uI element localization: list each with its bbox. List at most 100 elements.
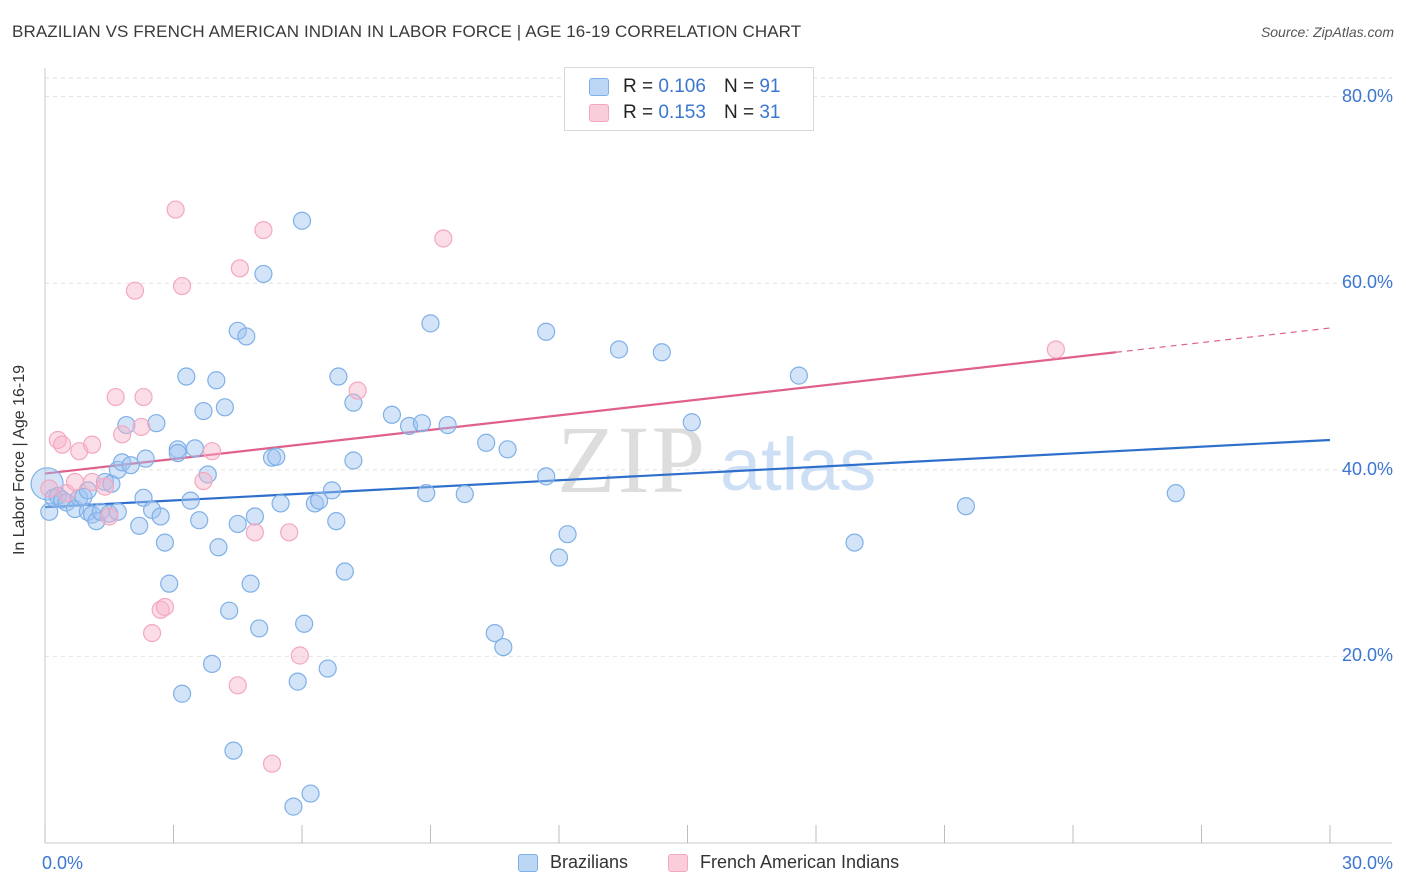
data-point-brazilians [207,371,226,390]
legend-swatch-brazilians [589,78,609,96]
data-point-brazilians [254,264,273,284]
data-point-brazilians [329,367,348,386]
data-point-brazilians [344,393,363,412]
data-point-french-american-indians [125,281,145,300]
data-point-brazilians [789,366,808,385]
y-tick-label: 80.0% [1341,85,1393,106]
data-point-brazilians [845,533,864,552]
y-tick-label: 40.0% [1341,458,1393,479]
data-point-french-american-indians [106,387,125,407]
n-value-brazilians: 91 [759,76,781,97]
data-point-brazilians [95,472,115,492]
data-point-brazilians [190,511,209,530]
data-point-brazilians [455,484,474,504]
legend-swatch-french-american-indians [668,853,688,872]
data-point-brazilians [147,414,166,433]
y-axis-label: In Labor Force | Age 16-19 [11,364,28,556]
y-tick-label: 20.0% [1341,645,1393,666]
data-point-french-american-indians [132,417,151,437]
data-point-brazilians [151,507,170,526]
data-point-brazilians [327,512,346,531]
grid-lines [45,77,1392,657]
data-point-brazilians [185,439,205,458]
n-value-french-american-indians: 31 [759,102,781,123]
data-point-french-american-indians [245,523,264,542]
watermark: ZIP atlas [557,406,876,513]
r-value-french-american-indians: 0.153 [658,102,706,123]
data-point-brazilians [108,502,127,521]
data-point-brazilians [288,672,307,691]
data-point-brazilians [485,623,504,643]
legend-item-brazilians: Brazilians [518,852,628,873]
data-point-brazilians [160,574,179,593]
correlation-legend: R = 0.106 N = 91 R = 0.153 N = 31 [564,67,814,131]
data-point-brazilians [130,516,149,535]
data-point-brazilians [549,548,569,567]
data-point-french-american-indians [202,442,222,461]
data-point-brazilians [215,398,234,417]
data-point-brazilians [209,538,228,557]
trend-lines [44,327,1331,509]
data-point-french-american-indians [142,623,162,643]
data-point-brazilians [155,533,175,552]
data-point-brazilians [682,413,701,432]
data-point-french-american-indians [172,276,192,296]
data-point-brazilians [245,507,264,526]
trend-line-extension [1115,327,1331,353]
data-point-brazilians [121,456,140,475]
chart-title: BRAZILIAN VS FRENCH AMERICAN INDIAN IN L… [12,22,802,41]
trend-line-brazilians [44,438,1331,509]
data-point-brazilians [224,741,243,760]
legend-swatch-brazilians [518,853,538,872]
data-point-brazilians [335,562,354,581]
legend-row-brazilians: R = 0.106 N = 91 [589,75,780,99]
n-label: N = [723,102,755,123]
data-point-french-american-indians [65,472,85,492]
n-label: N = [723,76,755,97]
data-point-french-american-indians [95,477,115,496]
data-point-brazilians [117,415,136,435]
data-point-brazilians [301,784,320,803]
data-point-brazilians [310,491,329,510]
data-point-brazilians [168,443,187,463]
data-point-brazilians [322,481,342,500]
y-tick-label: 60.0% [1341,272,1393,293]
data-point-brazilians [477,433,496,452]
data-point-brazilians [295,614,314,633]
data-point-brazilians [652,343,671,362]
data-point-brazilians [412,414,432,433]
data-point-brazilians [537,322,556,341]
data-points [30,200,1185,816]
data-point-brazilians [250,619,269,638]
data-point-brazilians [172,684,192,703]
data-point-french-american-indians [40,479,59,498]
data-point-french-american-indians [1046,340,1065,359]
data-point-french-american-indians [155,597,175,617]
legend-swatch-french-american-indians [589,104,609,122]
data-point-brazilians [292,211,312,230]
legend-item-french-american-indians: French American Indians [668,852,899,873]
data-point-french-american-indians [230,259,249,278]
data-point-brazilians [609,340,629,359]
series-legend: Brazilians French American Indians [0,852,1406,878]
data-point-brazilians [438,415,457,435]
r-value-brazilians: 0.106 [658,76,706,97]
data-point-brazilians [558,525,577,544]
data-point-brazilians [421,314,440,333]
data-point-brazilians [1166,484,1185,503]
data-point-french-american-indians [83,435,102,454]
data-point-brazilians [194,401,213,421]
trend-line-french-american-indians [44,351,1116,475]
data-point-brazilians [177,367,196,386]
watermark-zip: ZIP [557,406,707,513]
r-label: R = [623,76,654,97]
data-point-brazilians [267,447,286,466]
data-point-french-american-indians [228,676,247,695]
data-point-brazilians [181,491,200,510]
data-point-french-american-indians [194,471,213,491]
data-point-brazilians [344,451,363,470]
data-point-brazilians [494,637,513,657]
legend-label-french-american-indians: French American Indians [700,852,900,872]
data-point-french-american-indians [166,200,185,219]
